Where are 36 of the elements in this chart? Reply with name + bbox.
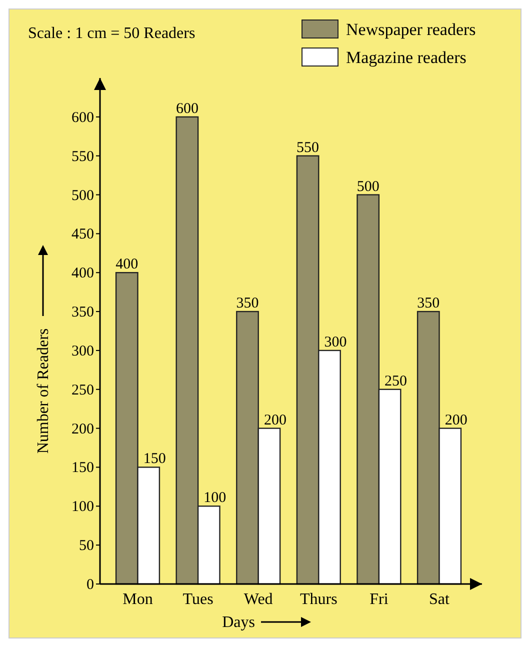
y-tick-label: 0 [86, 577, 94, 593]
y-tick-label: 550 [72, 148, 94, 165]
data-label: 200 [264, 412, 286, 428]
data-label: 250 [384, 373, 408, 390]
data-label: 300 [324, 334, 347, 350]
y-tick-label: 50 [79, 538, 94, 554]
y-tick-label: 600 [72, 110, 94, 126]
y-tick-label: 250 [72, 382, 94, 398]
y-tick-label: 450 [72, 226, 94, 243]
y-tick-label: 200 [72, 421, 94, 438]
y-tick-label: 300 [72, 343, 94, 360]
x-tick-label: Thurs [300, 591, 338, 608]
data-label: 100 [204, 490, 226, 506]
data-label: 150 [143, 451, 166, 468]
y-tick-label: 500 [72, 188, 94, 204]
y-axis-title: Number of Readers [35, 328, 52, 454]
x-tick-label: Sat [429, 591, 450, 608]
legend-label: Magazine readers [346, 48, 466, 67]
y-tick-label: 400 [72, 266, 94, 282]
y-tick-label: 100 [72, 499, 94, 516]
x-tick-label: Wed [244, 591, 273, 608]
x-tick-label: Tues [182, 591, 214, 608]
y-tick-label: 350 [72, 304, 94, 321]
data-label: 350 [417, 296, 440, 312]
data-label: 500 [356, 178, 380, 195]
x-tick-label: Fri [370, 591, 389, 608]
data-label: 550 [296, 140, 320, 156]
x-tick-label: Mon [122, 591, 153, 608]
x-axis-title: Days [222, 614, 255, 631]
data-label: 200 [444, 412, 468, 428]
y-tick-label: 150 [72, 460, 94, 476]
data-label: 600 [176, 100, 198, 117]
data-label: 400 [116, 256, 138, 273]
data-label: 350 [236, 296, 259, 312]
text: Scale : 1 cm = 50 Readers [28, 25, 196, 42]
legend-label: Newspaper readers [346, 20, 476, 39]
